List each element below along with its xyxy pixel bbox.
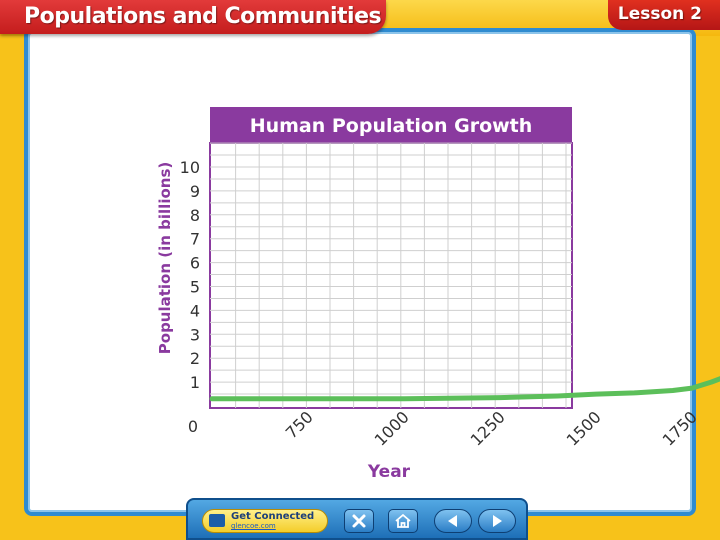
navigation-bar: Get Connected glencoe.com bbox=[186, 498, 528, 540]
y-axis-label: Population (in billions) bbox=[156, 162, 174, 354]
page-title: Populations and Communities bbox=[24, 4, 382, 29]
y-tick-labels: 1 2 3 4 5 6 7 8 9 10 bbox=[180, 158, 200, 392]
x-tick-label: 1250 bbox=[467, 407, 509, 449]
title-tab: Populations and Communities bbox=[0, 0, 386, 34]
close-icon bbox=[352, 514, 366, 528]
x-tick-label: 750 bbox=[282, 407, 317, 442]
x-tick-labels: 750100012501500175020002250 bbox=[282, 407, 701, 449]
y-tick-label: 4 bbox=[190, 301, 200, 320]
next-button[interactable] bbox=[478, 509, 516, 533]
origin-label: 0 bbox=[188, 417, 198, 436]
home-button[interactable] bbox=[388, 509, 418, 533]
close-button[interactable] bbox=[344, 509, 374, 533]
y-tick-label: 5 bbox=[190, 278, 200, 297]
previous-button[interactable] bbox=[434, 509, 472, 533]
chart-title: Human Population Growth bbox=[250, 115, 533, 137]
x-tick-label: 1000 bbox=[371, 407, 413, 449]
x-axis-label: Year bbox=[367, 462, 411, 482]
population-line bbox=[209, 376, 720, 402]
get-connected-button[interactable]: Get Connected glencoe.com bbox=[202, 509, 328, 533]
chart-title-bar bbox=[210, 107, 572, 143]
x-tick-label: 1750 bbox=[659, 407, 701, 449]
arrow-left-icon bbox=[448, 515, 457, 527]
y-tick-label: 6 bbox=[190, 254, 200, 273]
y-tick-label: 1 bbox=[190, 373, 200, 392]
y-tick-label: 3 bbox=[190, 325, 200, 344]
y-tick-label: 2 bbox=[190, 349, 200, 368]
lesson-tab: Lesson 2 bbox=[608, 0, 720, 30]
x-tick-label: 1500 bbox=[563, 407, 605, 449]
y-tick-label: 7 bbox=[190, 230, 200, 249]
get-connected-url[interactable]: glencoe.com bbox=[231, 522, 276, 530]
y-tick-label: 9 bbox=[190, 182, 200, 201]
y-tick-label: 8 bbox=[190, 206, 200, 225]
home-icon bbox=[395, 513, 411, 528]
get-connected-label: Get Connected bbox=[231, 511, 315, 522]
series-group bbox=[209, 376, 720, 402]
lesson-label: Lesson 2 bbox=[617, 4, 702, 24]
grid-lines bbox=[210, 142, 572, 408]
plot-area bbox=[209, 142, 573, 409]
arrow-right-icon bbox=[493, 515, 502, 527]
computer-icon bbox=[209, 514, 225, 527]
y-tick-label: 10 bbox=[180, 158, 200, 177]
